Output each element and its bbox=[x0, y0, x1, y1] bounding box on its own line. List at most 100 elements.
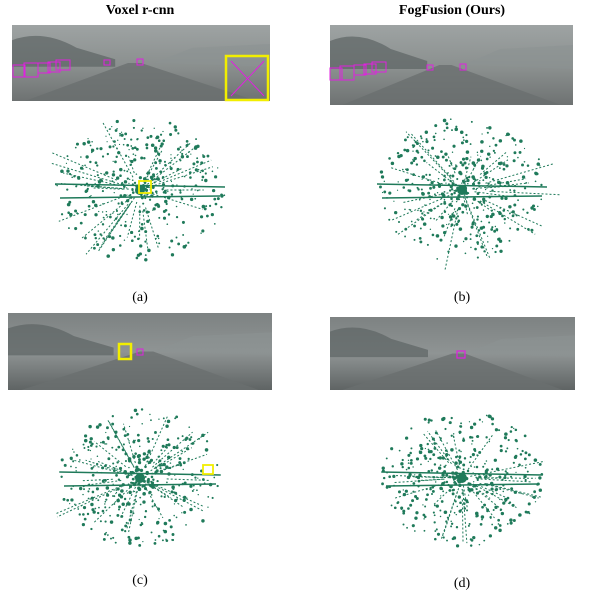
point bbox=[113, 484, 114, 485]
point bbox=[451, 223, 454, 226]
point bbox=[172, 533, 175, 536]
point bbox=[147, 454, 149, 456]
point bbox=[133, 153, 135, 155]
point bbox=[454, 472, 458, 476]
point bbox=[430, 229, 431, 230]
point bbox=[538, 158, 540, 160]
point bbox=[532, 496, 534, 498]
point bbox=[69, 503, 70, 504]
point bbox=[513, 491, 514, 492]
point bbox=[527, 228, 530, 231]
point bbox=[206, 215, 209, 218]
point bbox=[192, 162, 195, 165]
point bbox=[133, 127, 135, 129]
point bbox=[205, 172, 207, 174]
point bbox=[197, 190, 199, 192]
point bbox=[412, 524, 415, 527]
point bbox=[490, 487, 493, 490]
point bbox=[128, 541, 131, 544]
point bbox=[421, 188, 423, 190]
point bbox=[425, 498, 428, 501]
point bbox=[480, 160, 482, 162]
point bbox=[446, 127, 449, 130]
point bbox=[84, 213, 87, 216]
point bbox=[425, 174, 427, 176]
point bbox=[416, 457, 419, 460]
point bbox=[186, 155, 189, 158]
point bbox=[102, 223, 104, 225]
point bbox=[196, 157, 198, 159]
point bbox=[151, 473, 153, 475]
point bbox=[174, 475, 175, 476]
point bbox=[450, 525, 452, 527]
point bbox=[465, 140, 468, 143]
point bbox=[189, 171, 192, 174]
point bbox=[451, 435, 453, 437]
point bbox=[92, 474, 95, 477]
point bbox=[141, 522, 143, 524]
point bbox=[162, 176, 165, 179]
point bbox=[84, 439, 88, 443]
point bbox=[205, 205, 207, 207]
point bbox=[407, 476, 411, 480]
point bbox=[220, 194, 223, 197]
point bbox=[498, 211, 501, 214]
point bbox=[491, 524, 493, 526]
point bbox=[164, 161, 166, 163]
point bbox=[186, 140, 189, 143]
point bbox=[146, 455, 149, 458]
point bbox=[470, 466, 472, 468]
point bbox=[169, 467, 171, 469]
point bbox=[450, 175, 452, 177]
point bbox=[134, 409, 137, 412]
camera-image bbox=[330, 317, 575, 390]
point bbox=[466, 197, 468, 199]
point bbox=[151, 476, 154, 479]
point bbox=[134, 452, 137, 455]
point bbox=[111, 423, 114, 426]
point bbox=[493, 150, 495, 152]
point bbox=[506, 183, 508, 185]
point bbox=[141, 223, 144, 226]
point bbox=[189, 176, 192, 179]
point bbox=[141, 129, 143, 131]
point bbox=[97, 512, 99, 514]
point bbox=[411, 221, 413, 223]
point bbox=[164, 200, 167, 203]
point bbox=[536, 173, 539, 176]
point bbox=[425, 448, 426, 449]
point bbox=[487, 236, 488, 237]
point bbox=[410, 427, 412, 429]
point bbox=[176, 446, 179, 449]
point bbox=[160, 467, 162, 469]
point bbox=[380, 170, 383, 173]
point bbox=[438, 178, 439, 179]
point bbox=[524, 187, 526, 189]
point bbox=[191, 188, 193, 190]
point bbox=[415, 511, 418, 514]
point bbox=[386, 457, 388, 459]
point bbox=[491, 468, 493, 470]
point bbox=[120, 224, 122, 226]
point bbox=[480, 140, 484, 144]
point bbox=[527, 164, 530, 167]
point bbox=[166, 481, 168, 483]
point bbox=[132, 512, 134, 514]
scan-ray bbox=[462, 499, 463, 543]
point bbox=[142, 492, 146, 496]
point bbox=[473, 481, 474, 482]
point bbox=[130, 543, 131, 544]
point bbox=[128, 183, 129, 184]
point bbox=[79, 487, 82, 490]
point bbox=[470, 143, 472, 145]
point bbox=[417, 187, 418, 188]
point bbox=[130, 145, 132, 147]
scan-ray bbox=[60, 196, 220, 198]
point bbox=[502, 209, 505, 212]
point bbox=[184, 176, 186, 178]
point bbox=[451, 417, 453, 419]
point bbox=[481, 221, 483, 223]
point bbox=[158, 462, 159, 463]
point bbox=[125, 155, 127, 157]
point bbox=[143, 209, 146, 212]
